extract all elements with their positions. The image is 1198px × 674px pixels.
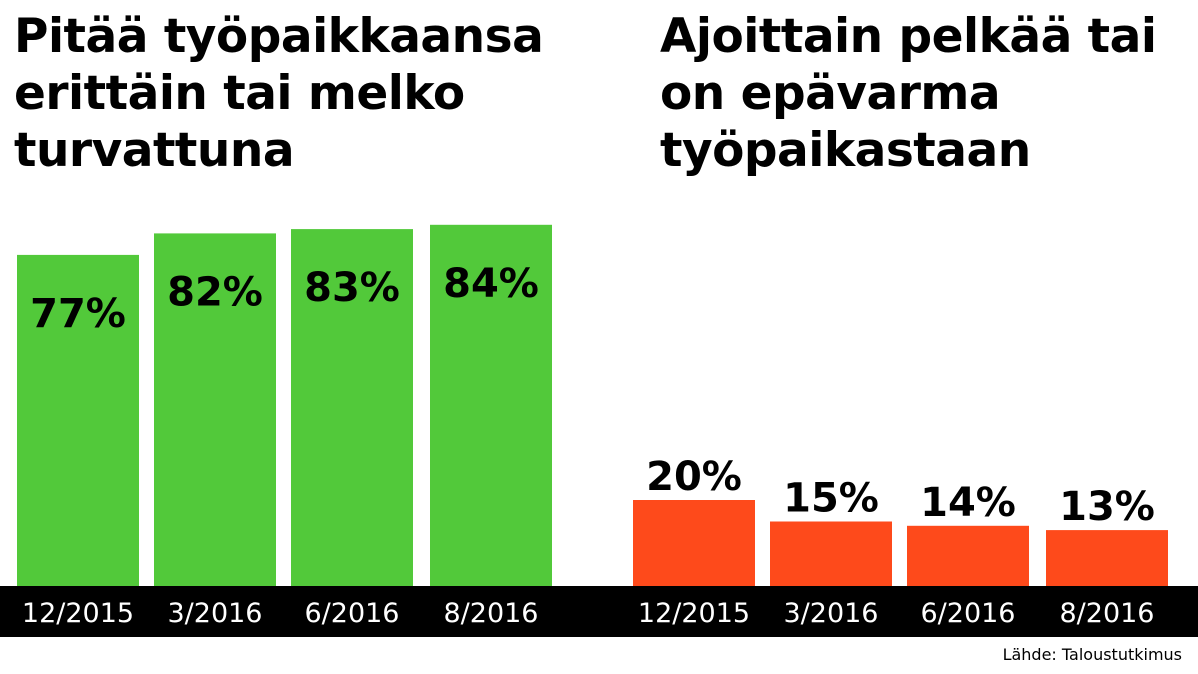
value-label-right-3: 13% (1059, 484, 1155, 530)
value-label-left-0: 77% (30, 291, 126, 337)
category-label-left-1: 3/2016 (168, 598, 263, 629)
value-label-right-2: 14% (920, 480, 1016, 526)
bar-left-1 (154, 233, 276, 586)
value-label-left-2: 83% (304, 265, 400, 311)
category-axis-band (0, 586, 1198, 637)
value-label-right-1: 15% (783, 476, 879, 522)
value-label-left-1: 82% (167, 269, 263, 315)
chart-left: 77% 12/2015 82% 3/2016 83% 6/2016 84% 8/2016 (17, 224, 552, 629)
chart-right: 20% 12/2015 15% 3/2016 14% 6/2016 13% 8/2016 (633, 454, 1168, 629)
source-note: Lähde: Taloustutkimus (1002, 645, 1182, 664)
bar-left-2 (291, 229, 413, 586)
category-label-right-2: 6/2016 (921, 598, 1016, 629)
bar-right-1 (770, 521, 892, 586)
value-label-left-3: 84% (443, 261, 539, 307)
chart-title-right: Ajoittain pelkää tai on epävarma työpaik… (660, 9, 1157, 178)
category-label-right-0: 12/2015 (638, 598, 750, 629)
bar-right-0 (633, 500, 755, 586)
bar-left-3 (430, 224, 552, 587)
category-label-right-3: 8/2016 (1060, 598, 1155, 629)
category-label-left-3: 8/2016 (444, 598, 539, 629)
value-label-right-0: 20% (646, 454, 742, 500)
bar-right-2 (907, 525, 1029, 586)
category-label-left-0: 12/2015 (22, 598, 134, 629)
chart-title-left: Pitää työpaikkaansa erittäin tai melko t… (14, 9, 544, 178)
category-label-left-2: 6/2016 (305, 598, 400, 629)
bar-right-3 (1046, 530, 1168, 586)
bar-left-0 (17, 254, 139, 586)
category-label-right-1: 3/2016 (784, 598, 879, 629)
